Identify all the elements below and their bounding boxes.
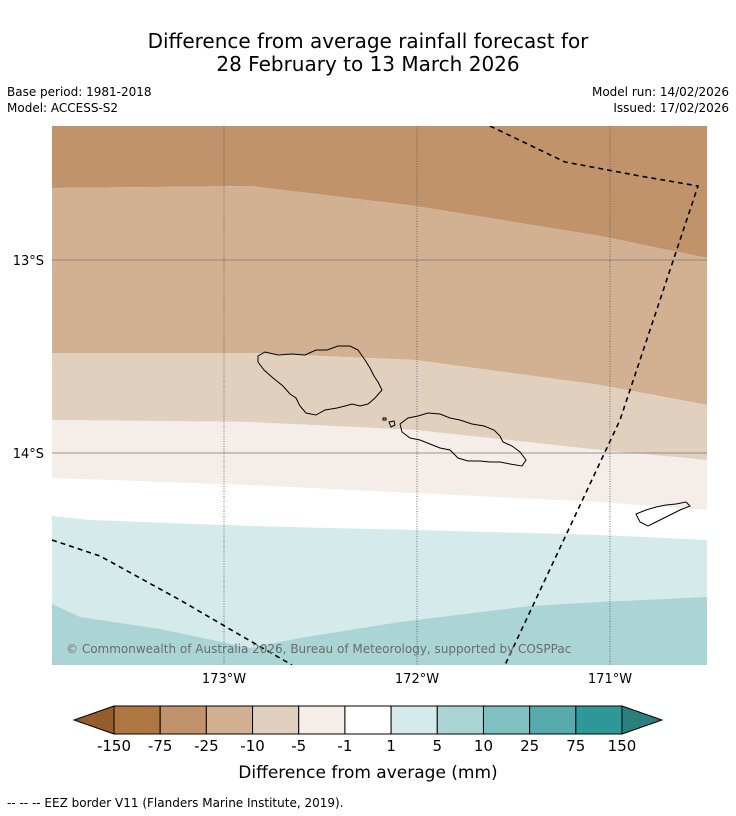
title-line-1: Difference from average rainfall forecas… — [147, 29, 589, 53]
eez-footnote: -- -- -- EEZ border V11 (Flanders Marine… — [7, 796, 344, 810]
tutuila-island — [635, 501, 691, 527]
colorbar-tick-label: -5 — [291, 737, 306, 755]
manono-island — [388, 420, 396, 428]
colorbar-bin — [205, 705, 254, 735]
colorbar-bin — [390, 705, 438, 735]
colorbar-tick-label: 5 — [432, 737, 442, 755]
map-title: Difference from average rainfall forecas… — [0, 30, 736, 76]
meta-left: Base period: 1981-2018 Model: ACCESS-S2 — [7, 84, 152, 116]
colorbar-tick-labels: -150 -75 -25 -10 -5 -1 1 5 10 25 75 150 — [97, 737, 636, 755]
colorbar-under-arrow — [72, 705, 115, 735]
colorbar-bin — [482, 705, 531, 735]
lat-label-13s: 13°S — [13, 254, 44, 269]
colorbar-tick-label: -75 — [148, 737, 173, 755]
colorbar-tick-label: 10 — [474, 737, 493, 755]
colorbar-bin — [252, 705, 300, 735]
band-minus10-to-minus5 — [52, 353, 707, 460]
colorbar: -150 -75 -25 -10 -5 -1 1 5 10 25 75 150 Difference … — [72, 705, 664, 783]
colorbar-bins — [113, 705, 623, 735]
copyright-text: © Commonwealth of Australia 2026, Bureau… — [66, 642, 571, 656]
colorbar-tick-label: -150 — [97, 737, 131, 755]
colorbar-bin — [529, 705, 577, 735]
meta-right: Model run: 14/02/2026 Issued: 17/02/2026 — [592, 84, 729, 116]
upolu-island — [399, 412, 527, 467]
lon-label-172w: 172°W — [395, 672, 439, 687]
colorbar-bin — [113, 705, 161, 735]
axis-labels: 13°S 14°S 173°W 172°W 171°W — [13, 254, 633, 687]
colorbar-tick-label: 1 — [386, 737, 396, 755]
colorbar-tick-label: -25 — [194, 737, 219, 755]
base-period: Base period: 1981-2018 — [7, 85, 152, 99]
colorbar-bin — [436, 705, 484, 735]
colorbar-tick-label: -10 — [240, 737, 265, 755]
lat-label-14s: 14°S — [13, 447, 44, 462]
band-minus5-to-minus1 — [52, 420, 707, 510]
model-run: Model run: 14/02/2026 — [591, 85, 729, 99]
model-name: Model: ACCESS-S2 — [7, 101, 119, 115]
colorbar-tick-label: -1 — [337, 737, 352, 755]
colorbar-tick-label: 25 — [520, 737, 539, 755]
rainfall-anomaly-field: © Commonwealth of Australia 2026, Bureau… — [52, 126, 707, 665]
lon-label-171w: 171°W — [588, 672, 632, 687]
savaii-island — [257, 345, 383, 416]
colorbar-tick-label: 150 — [608, 737, 637, 755]
colorbar-over-arrow — [621, 705, 664, 735]
band-minus25-to-minus10 — [52, 186, 707, 405]
apolima-island — [382, 417, 387, 421]
band-plus5-to-plus10 — [52, 597, 707, 665]
colorbar-bin — [575, 705, 623, 735]
colorbar-bin — [344, 705, 392, 735]
colorbar-tick-label: 75 — [566, 737, 585, 755]
colorbar-bin — [159, 705, 207, 735]
graticule — [52, 259, 707, 454]
colorbar-title: Difference from average (mm) — [238, 763, 497, 783]
lon-label-173w: 173°W — [202, 672, 246, 687]
issued-date: Issued: 17/02/2026 — [613, 101, 729, 115]
band-minus75-to-minus25 — [52, 126, 707, 258]
title-line-2: 28 February to 13 March 2026 — [216, 52, 520, 76]
colorbar-bin — [298, 705, 346, 735]
coastlines — [257, 345, 691, 527]
